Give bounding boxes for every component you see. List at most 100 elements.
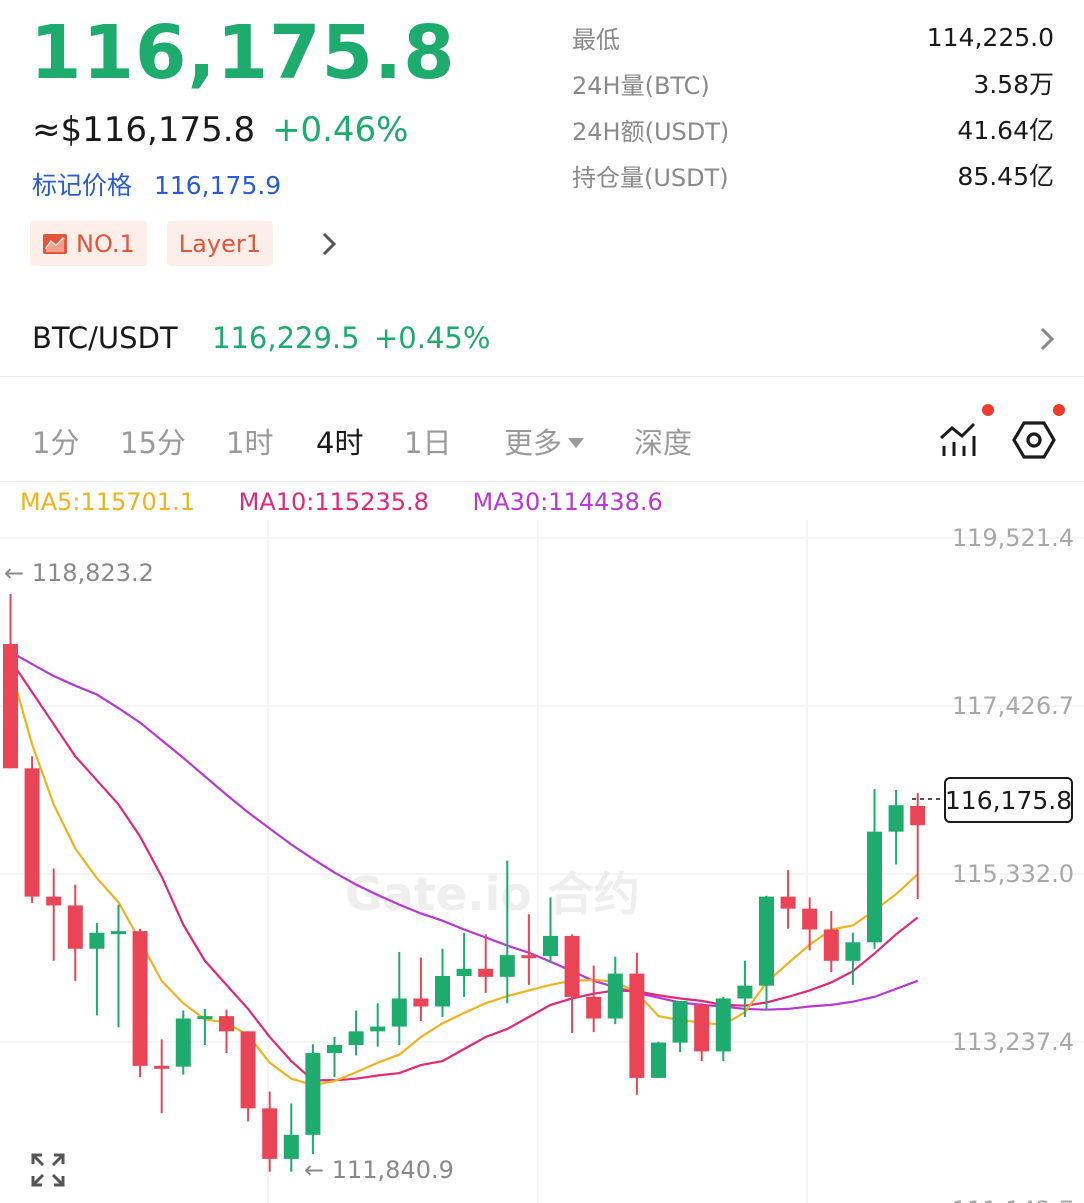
- pair-price: 116,229.5: [212, 321, 360, 355]
- candle: [327, 1036, 342, 1078]
- ma5-value: MA5:115701.1: [20, 488, 195, 516]
- last-price: 116,175.8: [30, 10, 456, 96]
- candle: [694, 1003, 710, 1062]
- mark-price-value: 116,175.9: [153, 171, 282, 200]
- tab-4h[interactable]: 4时: [316, 426, 364, 460]
- candle-body: [413, 998, 429, 1007]
- candle: [737, 960, 753, 1017]
- candle: [780, 870, 796, 929]
- stat-value: 3.58万: [973, 70, 1054, 99]
- candle-body: [521, 955, 537, 959]
- candle: [672, 1000, 688, 1053]
- tab-1h[interactable]: 1时: [226, 426, 274, 460]
- y-tick-label: 119,521.4: [952, 524, 1074, 552]
- candle-body: [154, 1065, 170, 1069]
- stat-low: 最低 114,225.0: [572, 14, 1054, 60]
- y-tick-label: 113,237.4: [952, 1028, 1074, 1056]
- candle-body: [348, 1031, 364, 1045]
- trend-chart-icon: [43, 233, 67, 254]
- candle-body: [370, 1026, 386, 1032]
- candle-body: [24, 768, 40, 897]
- stat-label: 持仓量(USDT): [572, 163, 729, 192]
- tab-more[interactable]: 更多: [504, 420, 585, 462]
- tab-more-label: 更多: [504, 426, 563, 460]
- candle-body: [910, 805, 926, 826]
- candle: [867, 789, 882, 949]
- ma-legend: MA5:115701.1 MA10:115235.8 MA30:114438.6: [20, 488, 699, 516]
- tag-rank[interactable]: NO.1: [30, 221, 147, 266]
- ma10-value: MA10:115235.8: [238, 488, 429, 516]
- candle: [219, 1009, 234, 1054]
- candle: [499, 860, 515, 1004]
- candle: [154, 1039, 170, 1114]
- candle-body: [197, 1016, 213, 1020]
- candle: [845, 932, 861, 985]
- notification-dot: [1053, 404, 1065, 416]
- candle: [24, 756, 40, 904]
- tag-list: NO.1 Layer1: [30, 221, 273, 266]
- candle-body: [737, 985, 753, 999]
- candle-body: [607, 973, 623, 1019]
- price-change-percent: +0.46%: [271, 110, 409, 150]
- candle-body: [435, 976, 450, 1007]
- candle-body: [3, 643, 18, 769]
- candle-body: [823, 929, 839, 961]
- candle: [910, 793, 926, 900]
- chevron-right-icon[interactable]: [316, 230, 342, 258]
- candle: [651, 1041, 666, 1078]
- stat-value: 114,225.0: [926, 22, 1054, 52]
- candle: [629, 952, 645, 1095]
- high-annotation: ← 118,823.2: [4, 559, 154, 587]
- stat-value: 85.45亿: [957, 162, 1054, 191]
- candle-body: [219, 1016, 234, 1032]
- tab-1d[interactable]: 1日: [404, 426, 452, 460]
- low-annotation: ← 111,840.9: [304, 1156, 454, 1184]
- pair-change: +0.45%: [374, 321, 491, 355]
- y-axis: 119,521.4 117,426.7 115,332.0 113,237.4 111,…: [952, 524, 1074, 1203]
- candle: [111, 904, 126, 1028]
- stat-value: 41.64亿: [957, 116, 1054, 145]
- candle: [586, 965, 602, 1033]
- candle-body: [651, 1042, 666, 1078]
- candle: [823, 911, 839, 973]
- tag-category-label: Layer1: [178, 229, 261, 258]
- candle: [607, 956, 623, 1025]
- y-tick-label: 117,426.7: [952, 692, 1074, 720]
- candle: [715, 996, 731, 1062]
- tab-15min[interactable]: 15分: [120, 426, 186, 460]
- candle-body: [543, 935, 558, 956]
- stat-label: 24H额(USDT): [572, 117, 730, 146]
- candle: [67, 884, 83, 981]
- mark-price-label: 标记价格: [32, 171, 133, 200]
- candle: [435, 948, 450, 1017]
- candle: [888, 789, 904, 865]
- candle: [132, 928, 148, 1078]
- tab-depth[interactable]: 深度: [634, 426, 693, 460]
- current-price-label: 116,175.8: [944, 777, 1073, 823]
- candle-body: [456, 968, 472, 977]
- tag-category[interactable]: Layer1: [166, 221, 273, 266]
- stat-label: 最低: [572, 25, 620, 54]
- expand-icon[interactable]: [30, 1152, 66, 1188]
- tab-1min[interactable]: 1分: [32, 426, 80, 460]
- candle-body: [46, 896, 62, 906]
- candle: [348, 1010, 364, 1056]
- candle-body: [111, 931, 126, 935]
- candle: [370, 1003, 386, 1047]
- candle-body: [89, 932, 105, 949]
- candle-body: [478, 968, 494, 977]
- market-stats: 最低 114,225.0 24H量(BTC) 3.58万 24H额(USDT) …: [572, 14, 1054, 198]
- tag-rank-label: NO.1: [76, 229, 135, 258]
- spot-pair-row[interactable]: BTC/USDT 116,229.5 +0.45%: [0, 305, 1084, 377]
- candlestick-chart[interactable]: Gate.io 合约 119,521.4117,426.7115,332.011…: [0, 520, 1084, 1203]
- candle-body: [888, 805, 904, 832]
- candle-body: [499, 955, 515, 977]
- candle: [240, 1031, 256, 1122]
- candle-body: [283, 1134, 299, 1159]
- candle: [543, 897, 558, 964]
- candle: [521, 914, 537, 985]
- notification-dot: [982, 404, 994, 416]
- settings-hexagon-icon[interactable]: [1012, 418, 1056, 462]
- indicator-chart-icon[interactable]: [936, 418, 980, 462]
- candle-body: [305, 1053, 321, 1135]
